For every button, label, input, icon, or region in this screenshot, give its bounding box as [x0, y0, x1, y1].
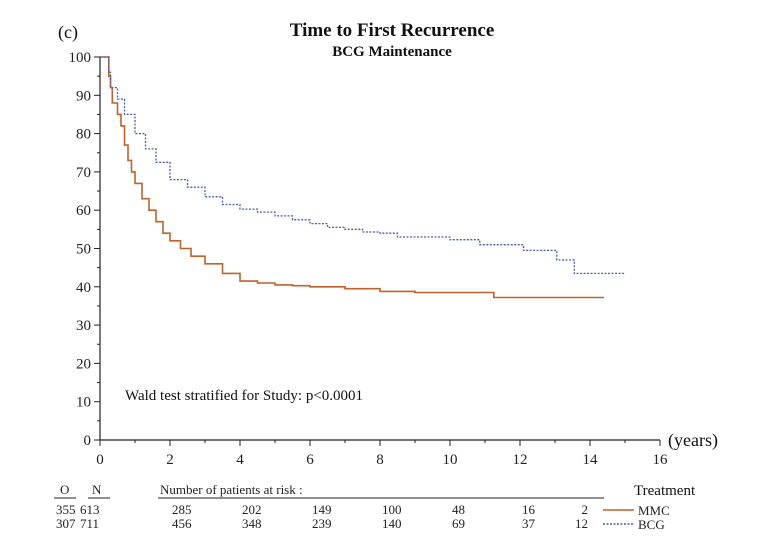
x-tick-label: 8	[376, 452, 384, 468]
wald-annotation: Wald test stratified for Study: p<0.0001	[125, 388, 363, 404]
risk-header: Number of patients at risk :	[160, 482, 303, 497]
risk-count: 239	[312, 516, 332, 531]
risk-count: 69	[452, 516, 465, 531]
risk-count: 12	[575, 516, 588, 531]
risk-n: 613	[80, 502, 100, 517]
risk-n: 711	[80, 516, 99, 531]
risk-count: 100	[382, 502, 402, 517]
risk-count: 2	[582, 502, 589, 517]
risk-col-o: O	[60, 482, 69, 497]
legend-title: Treatment	[634, 483, 696, 499]
y-tick-label: 20	[76, 356, 91, 372]
risk-count: 37	[522, 516, 536, 531]
chart-subtitle: BCG Maintenance	[332, 44, 452, 60]
chart-title: Time to First Recurrence	[290, 20, 495, 41]
x-tick-label: 2	[166, 452, 174, 468]
y-ticks: 0 10 20 30 40 50 60 70 80 90 100	[69, 50, 100, 449]
x-ticks: 0 2 4 6 8 10 12 14 16	[96, 440, 668, 468]
y-tick-label: 40	[76, 280, 91, 296]
y-tick-label: 50	[76, 242, 91, 258]
risk-count: 456	[172, 516, 192, 531]
risk-col-n: N	[92, 482, 102, 497]
risk-table: O N Number of patients at risk : 355 613 2…	[54, 482, 604, 531]
y-tick-label: 100	[69, 50, 92, 66]
x-tick-label: 14	[583, 452, 599, 468]
series-line-mmc	[100, 56, 604, 299]
risk-count: 202	[242, 502, 262, 517]
risk-count: 140	[382, 516, 402, 531]
risk-count: 16	[522, 502, 536, 517]
risk-count: 48	[452, 502, 465, 517]
legend-label-mmc: MMC	[638, 503, 670, 518]
y-tick-label: 70	[76, 165, 91, 181]
series-line-bcg	[100, 56, 625, 275]
x-axis-label: (years)	[668, 430, 718, 451]
y-tick-label: 60	[76, 203, 91, 219]
risk-count: 348	[242, 516, 262, 531]
risk-observed: 355	[56, 502, 76, 517]
x-tick-label: 12	[513, 452, 528, 468]
series-lines	[100, 56, 625, 299]
panel-label: (c)	[58, 22, 78, 43]
risk-count: 285	[172, 502, 192, 517]
x-tick-label: 10	[443, 452, 458, 468]
x-tick-label: 4	[236, 452, 244, 468]
x-tick-label: 16	[653, 452, 669, 468]
x-tick-label: 0	[96, 452, 104, 468]
y-tick-label: 10	[76, 395, 91, 411]
y-tick-label: 90	[76, 88, 91, 104]
risk-count: 149	[312, 502, 332, 517]
y-tick-label: 30	[76, 318, 91, 334]
legend-label-bcg: BCG	[638, 517, 665, 532]
y-tick-label: 0	[84, 433, 92, 449]
risk-rows: 355 613 285 202 149 100 48 16 2 307 711 456 348 239 14…	[56, 502, 588, 531]
x-tick-label: 6	[306, 452, 314, 468]
risk-observed: 307	[56, 516, 76, 531]
y-tick-label: 80	[76, 127, 91, 143]
